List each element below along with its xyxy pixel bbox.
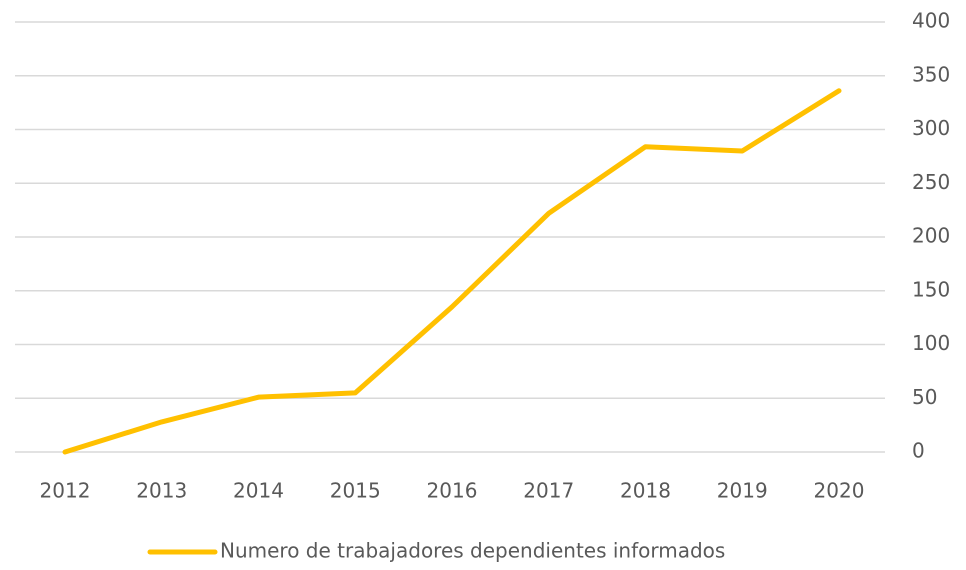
x-tick-label: 2020 (814, 479, 865, 503)
x-tick-label: 2018 (620, 479, 671, 503)
y-tick-label: 200 (912, 224, 950, 248)
x-tick-label: 2014 (233, 479, 284, 503)
x-tick-label: 2015 (330, 479, 381, 503)
y-tick-label: 50 (912, 385, 937, 409)
data-line (62, 88, 842, 455)
x-tick-label: 2017 (523, 479, 574, 503)
y-tick-label: 400 (912, 9, 950, 33)
y-tick-label: 150 (912, 277, 950, 301)
y-tick-label: 250 (912, 170, 950, 194)
x-tick-label: 2016 (427, 479, 478, 503)
legend-label: Numero de trabajadores dependientes info… (220, 539, 725, 563)
x-tick-label: 2013 (136, 479, 187, 503)
y-tick-label: 0 (912, 439, 925, 463)
y-tick-label: 350 (912, 62, 950, 86)
y-tick-label: 300 (912, 116, 950, 140)
y-tick-label: 100 (912, 331, 950, 355)
x-tick-label: 2019 (717, 479, 768, 503)
x-tick-label: 2012 (40, 479, 91, 503)
